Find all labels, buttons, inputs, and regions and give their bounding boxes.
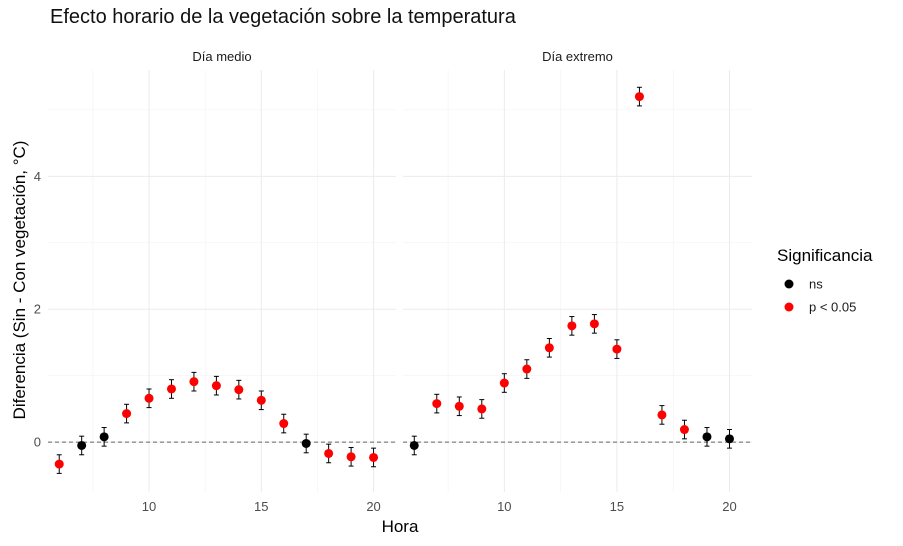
x-tick-label: 20 [722, 499, 736, 514]
data-point [544, 343, 554, 353]
legend-title: Significancia [777, 246, 873, 265]
x-tick-label: 10 [497, 499, 511, 514]
y-tick-label: 4 [34, 169, 41, 184]
data-point [702, 432, 712, 442]
x-axis-title: Hora [382, 517, 419, 536]
data-point [724, 434, 734, 444]
legend-label: p < 0.05 [809, 300, 856, 315]
data-point [144, 393, 154, 403]
data-point [346, 452, 356, 462]
legend: Significancia ns p < 0.05 [777, 246, 873, 315]
panels-group: Día medio 10 15 20 0 2 4 Día extremo 10 15 20 [34, 49, 752, 514]
x-tick-label: 20 [366, 499, 380, 514]
y-tick-label: 2 [34, 302, 41, 317]
data-point [122, 409, 132, 419]
x-tick-label: 10 [142, 499, 156, 514]
panel-1: Día medio 10 15 20 0 2 4 [34, 49, 396, 514]
data-point [54, 459, 64, 469]
data-point [369, 452, 379, 462]
facet-strip-label: Día extremo [542, 49, 613, 64]
data-point [234, 385, 244, 395]
data-point [634, 92, 644, 102]
data-point [454, 401, 464, 411]
data-point [324, 448, 334, 458]
data-point [679, 425, 689, 435]
data-point [432, 399, 442, 409]
data-point [409, 440, 419, 450]
data-point [589, 319, 599, 329]
data-point [477, 404, 487, 414]
legend-key [784, 279, 794, 289]
data-point [99, 432, 109, 442]
y-axis-title: Diferencia (Sin - Con vegetación, °C) [10, 141, 29, 420]
data-point [499, 378, 509, 388]
legend-key [784, 302, 794, 312]
data-point [279, 419, 289, 429]
x-tick-label: 15 [610, 499, 624, 514]
y-tick-label: 0 [34, 435, 41, 450]
chart-title: Efecto horario de la vegetación sobre la… [50, 6, 516, 28]
data-point [567, 321, 577, 331]
data-point [189, 377, 199, 387]
panel-2: Día extremo 10 15 20 [403, 49, 752, 514]
data-point [657, 410, 667, 420]
facet-strip-label: Día medio [192, 49, 251, 64]
data-point [301, 438, 311, 448]
x-tick-label: 15 [254, 499, 268, 514]
legend-label: ns [809, 277, 823, 292]
data-point [612, 344, 622, 354]
data-point [211, 381, 221, 391]
data-point [522, 364, 532, 374]
data-point [166, 384, 176, 394]
data-point [256, 395, 266, 405]
data-point [77, 440, 87, 450]
